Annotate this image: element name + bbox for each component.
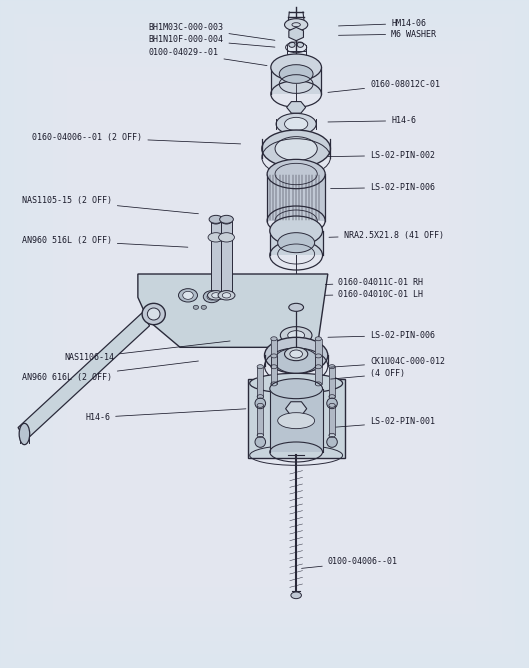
Ellipse shape — [255, 398, 266, 409]
Ellipse shape — [280, 327, 312, 344]
Ellipse shape — [211, 217, 221, 224]
FancyBboxPatch shape — [211, 220, 221, 294]
Text: BH1N10F-000-004: BH1N10F-000-004 — [149, 35, 275, 47]
FancyBboxPatch shape — [315, 339, 322, 367]
Ellipse shape — [291, 592, 302, 599]
Ellipse shape — [279, 65, 313, 84]
Ellipse shape — [209, 215, 223, 223]
FancyBboxPatch shape — [270, 389, 323, 452]
Text: (4 OFF): (4 OFF) — [331, 369, 405, 379]
Text: 0100-04006--01: 0100-04006--01 — [302, 558, 398, 568]
Ellipse shape — [285, 118, 308, 131]
Ellipse shape — [212, 293, 220, 298]
Text: 0160-08012C-01: 0160-08012C-01 — [328, 79, 440, 92]
Text: CK1U04C-000-012: CK1U04C-000-012 — [331, 357, 445, 367]
Text: 0100-04029--01: 0100-04029--01 — [149, 48, 267, 65]
Ellipse shape — [207, 293, 216, 300]
Text: H14-6: H14-6 — [328, 116, 416, 125]
Text: AN960 616L (2 OFF): AN960 616L (2 OFF) — [22, 361, 198, 382]
Ellipse shape — [327, 437, 338, 448]
Text: 0160-04006--01 (2 OFF): 0160-04006--01 (2 OFF) — [32, 133, 241, 144]
Ellipse shape — [218, 291, 235, 300]
Text: H14-6: H14-6 — [85, 409, 246, 422]
Polygon shape — [138, 274, 328, 347]
FancyBboxPatch shape — [271, 356, 277, 384]
FancyBboxPatch shape — [271, 339, 277, 367]
FancyBboxPatch shape — [329, 367, 335, 397]
Text: LS-02-PIN-001: LS-02-PIN-001 — [336, 418, 435, 427]
Ellipse shape — [262, 130, 331, 168]
Ellipse shape — [264, 337, 328, 373]
Ellipse shape — [297, 42, 304, 47]
Ellipse shape — [278, 413, 315, 429]
Ellipse shape — [142, 303, 165, 325]
Ellipse shape — [271, 354, 277, 358]
Ellipse shape — [278, 232, 315, 253]
Text: NAS1105-15 (2 OFF): NAS1105-15 (2 OFF) — [22, 196, 198, 214]
Text: M6 WASHER: M6 WASHER — [339, 29, 436, 39]
Ellipse shape — [201, 305, 206, 309]
Ellipse shape — [203, 291, 220, 303]
FancyBboxPatch shape — [248, 379, 345, 458]
Polygon shape — [286, 401, 307, 415]
Ellipse shape — [267, 160, 325, 188]
Ellipse shape — [255, 437, 266, 448]
FancyBboxPatch shape — [271, 67, 322, 94]
Ellipse shape — [207, 291, 224, 300]
Text: AN960 516L (2 OFF): AN960 516L (2 OFF) — [22, 236, 188, 247]
FancyBboxPatch shape — [221, 220, 232, 294]
FancyBboxPatch shape — [267, 174, 325, 220]
Ellipse shape — [289, 303, 304, 311]
Ellipse shape — [271, 337, 277, 341]
Ellipse shape — [250, 373, 343, 393]
Ellipse shape — [274, 348, 318, 373]
Ellipse shape — [208, 232, 224, 242]
Ellipse shape — [221, 217, 232, 224]
Text: HM14-06: HM14-06 — [339, 19, 426, 28]
FancyBboxPatch shape — [257, 405, 263, 436]
FancyBboxPatch shape — [315, 356, 322, 384]
Text: BH1M03C-000-003: BH1M03C-000-003 — [149, 23, 275, 40]
Ellipse shape — [292, 23, 300, 27]
Text: LS-02-PIN-006: LS-02-PIN-006 — [328, 331, 435, 340]
Ellipse shape — [222, 293, 231, 298]
Ellipse shape — [315, 354, 322, 358]
Ellipse shape — [329, 403, 335, 407]
Text: 0160-04010C-01 LH: 0160-04010C-01 LH — [325, 289, 423, 299]
Ellipse shape — [270, 216, 323, 245]
Ellipse shape — [218, 232, 234, 242]
FancyBboxPatch shape — [257, 367, 263, 397]
Text: 0160-04011C-01 RH: 0160-04011C-01 RH — [325, 277, 423, 287]
Ellipse shape — [183, 291, 193, 299]
Ellipse shape — [257, 365, 263, 369]
FancyBboxPatch shape — [270, 230, 323, 255]
Ellipse shape — [288, 331, 305, 340]
Ellipse shape — [220, 215, 233, 223]
Ellipse shape — [285, 19, 308, 31]
Ellipse shape — [276, 114, 316, 135]
Ellipse shape — [19, 424, 30, 445]
FancyBboxPatch shape — [329, 405, 335, 436]
Ellipse shape — [290, 350, 303, 358]
Text: LS-02-PIN-002: LS-02-PIN-002 — [328, 151, 435, 160]
Polygon shape — [289, 27, 304, 41]
Ellipse shape — [285, 347, 308, 361]
Text: NRA2.5X21.8 (41 OFF): NRA2.5X21.8 (41 OFF) — [329, 231, 444, 240]
Ellipse shape — [329, 365, 335, 369]
Text: NAS1106-14: NAS1106-14 — [64, 341, 230, 362]
Polygon shape — [18, 313, 150, 440]
Ellipse shape — [178, 289, 197, 302]
Ellipse shape — [148, 308, 160, 320]
Ellipse shape — [270, 379, 323, 399]
Ellipse shape — [315, 337, 322, 341]
Text: LS-02-PIN-006: LS-02-PIN-006 — [331, 183, 435, 192]
Ellipse shape — [327, 398, 338, 409]
Ellipse shape — [193, 305, 198, 309]
Ellipse shape — [271, 54, 322, 81]
Ellipse shape — [257, 403, 263, 407]
Polygon shape — [287, 102, 306, 113]
Ellipse shape — [289, 42, 295, 47]
Ellipse shape — [275, 137, 317, 161]
